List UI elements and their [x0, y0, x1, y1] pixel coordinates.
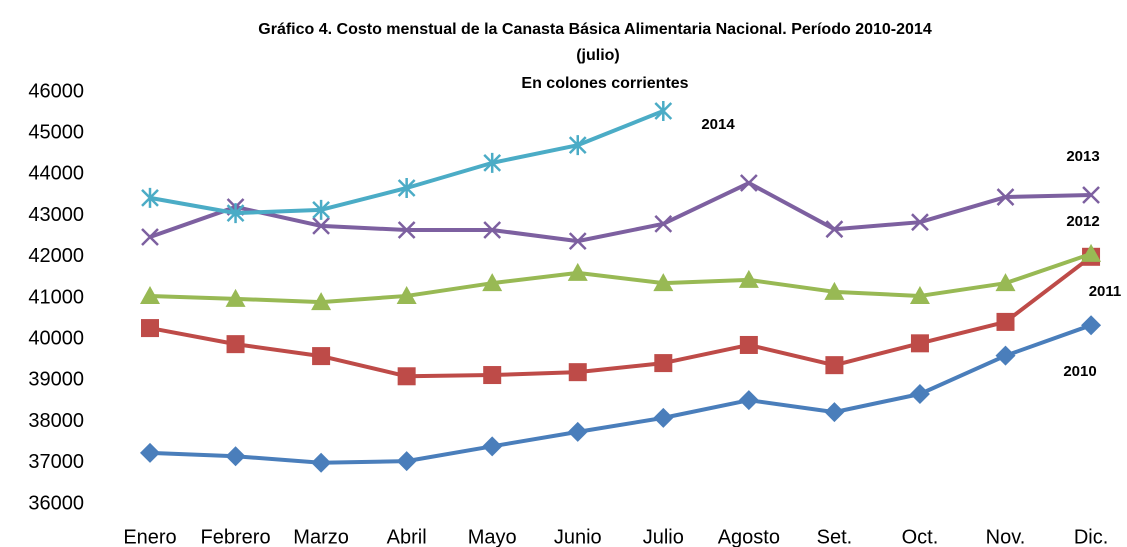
annotation: En colones corrientes [521, 75, 688, 92]
marker [141, 187, 159, 208]
marker [396, 451, 417, 472]
marker [738, 390, 759, 411]
x-tick-label: Oct. [902, 526, 939, 547]
marker [568, 135, 587, 156]
marker [226, 203, 245, 224]
x-tick-label: Agosto [718, 526, 780, 547]
marker [738, 269, 759, 288]
series-line [149, 323, 1092, 465]
x-tick-label: Marzo [293, 526, 349, 547]
marker [397, 177, 416, 198]
marker [567, 262, 588, 281]
marker [911, 213, 929, 232]
marker [567, 421, 588, 442]
x-tick-label: Enero [123, 526, 176, 547]
marker [1082, 186, 1100, 204]
marker [568, 232, 587, 251]
marker [824, 402, 845, 423]
y-tick-label: 46000 [28, 80, 84, 102]
x-tick-label: Nov. [986, 526, 1026, 547]
x-tick-label: Abril [387, 526, 427, 547]
marker [909, 285, 930, 304]
y-tick-label: 39000 [28, 369, 84, 391]
series-line [149, 255, 1093, 379]
marker [825, 220, 844, 239]
marker [995, 345, 1016, 366]
series-label: 2014 [701, 116, 735, 133]
x-tick-label: Febrero [201, 526, 271, 547]
marker [397, 221, 416, 239]
marker [1081, 315, 1102, 336]
marker [396, 285, 417, 304]
marker [312, 217, 330, 235]
y-tick-label: 40000 [28, 327, 84, 349]
marker [141, 319, 159, 338]
x-tick-label: Mayo [468, 526, 517, 547]
marker [568, 363, 587, 382]
marker [825, 356, 844, 375]
marker [653, 407, 674, 428]
marker [909, 383, 930, 404]
marker [141, 228, 159, 246]
marker [482, 436, 503, 457]
marker [483, 152, 502, 173]
chart-title: Gráfico 4. Costo menstual de la Canasta … [258, 21, 932, 38]
marker [226, 335, 245, 354]
marker [996, 188, 1015, 206]
marker [311, 292, 332, 311]
marker [482, 273, 503, 292]
marker [1081, 243, 1102, 262]
series-label: 2012 [1066, 213, 1099, 230]
series-label: 2010 [1063, 363, 1096, 380]
marker [311, 452, 332, 473]
y-tick-label: 42000 [28, 245, 84, 267]
marker [653, 273, 674, 292]
marker [312, 199, 330, 220]
series-line [149, 252, 1092, 305]
chart-subtitle: (julio) [576, 47, 620, 64]
marker [140, 442, 160, 463]
marker [483, 366, 502, 385]
series-label: 2013 [1066, 148, 1099, 165]
x-tick-label: Junio [554, 526, 602, 547]
y-tick-label: 37000 [28, 451, 84, 473]
series-line [149, 181, 1092, 244]
y-tick-label: 36000 [28, 492, 84, 514]
y-tick-label: 41000 [28, 286, 84, 308]
marker [654, 214, 673, 233]
marker [312, 347, 331, 366]
marker [140, 285, 160, 304]
y-tick-label: 38000 [28, 410, 84, 432]
marker [995, 273, 1016, 292]
marker [824, 281, 845, 300]
x-tick-label: Julio [643, 526, 684, 547]
marker [483, 221, 502, 239]
y-tick-label: 45000 [28, 121, 84, 143]
x-tick-label: Dic. [1074, 526, 1108, 547]
marker [397, 367, 416, 386]
marker [739, 174, 758, 192]
marker [739, 335, 758, 354]
marker [654, 100, 673, 121]
series-label: 2011 [1089, 283, 1122, 300]
y-tick-label: 43000 [28, 204, 84, 226]
y-tick-label: 44000 [28, 163, 84, 185]
marker [654, 354, 673, 373]
marker [225, 288, 246, 307]
marker [910, 334, 929, 353]
marker [996, 312, 1015, 331]
marker [225, 446, 246, 467]
x-tick-label: Set. [817, 526, 853, 547]
